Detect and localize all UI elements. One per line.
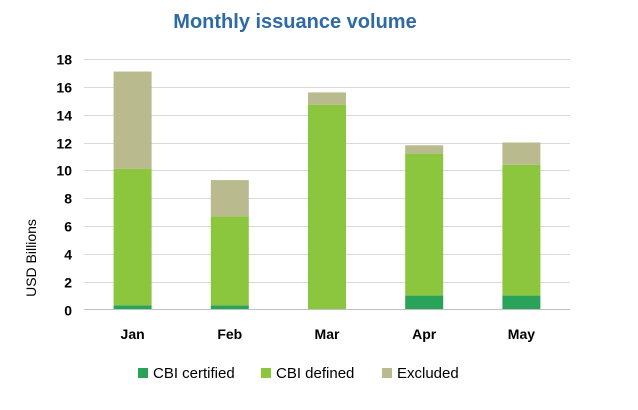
y-tick-label: 12: [56, 136, 72, 152]
y-tick-label: 10: [56, 163, 72, 179]
bar-segment-excluded: [308, 92, 346, 105]
legend-swatch: [382, 368, 392, 378]
y-tick-label: 6: [64, 219, 72, 235]
bar-segment-excluded: [502, 142, 541, 165]
y-tick-label: 4: [64, 247, 72, 263]
x-tick-label: Mar: [315, 326, 340, 342]
y-axis-ticks: 0 2 4 6 8 10 12 14 16 18: [56, 52, 72, 319]
bar-segment-cbi-certified: [210, 305, 249, 310]
bar-segment-excluded: [210, 180, 249, 217]
x-tick-label: Jan: [121, 326, 145, 342]
bar-segment-cbi-certified: [113, 305, 152, 310]
legend-label: CBI defined: [276, 365, 354, 382]
bar-segment-cbi-defined: [113, 168, 152, 306]
y-axis-label: USD Billions: [23, 219, 39, 297]
bar-segment-cbi-certified: [405, 295, 444, 310]
legend-swatch: [261, 368, 271, 378]
chart-title: Monthly issuance volume: [173, 11, 416, 33]
y-tick-label: 8: [64, 191, 72, 207]
legend-swatch: [138, 368, 148, 378]
x-tick-label: Feb: [217, 326, 242, 342]
legend-label: Excluded: [397, 365, 459, 382]
bar-segment-cbi-defined: [308, 104, 346, 310]
y-tick-label: 16: [56, 80, 72, 96]
bar-segment-cbi-defined: [502, 164, 541, 296]
y-tick-label: 0: [64, 303, 72, 319]
y-tick-label: 2: [64, 275, 72, 291]
legend: CBI certified CBI defined Excluded: [138, 365, 459, 382]
bars: [113, 71, 541, 310]
legend-label: CBI certified: [153, 365, 235, 382]
bar-segment-cbi-defined: [210, 216, 249, 306]
bar-segment-excluded: [405, 145, 444, 154]
x-tick-label: Apr: [412, 326, 437, 342]
x-axis-ticks: Jan Feb Mar Apr May: [121, 326, 536, 342]
y-tick-label: 18: [56, 52, 72, 68]
bar-segment-cbi-certified: [502, 295, 541, 310]
x-tick-label: May: [508, 326, 535, 342]
bar-segment-cbi-defined: [405, 153, 444, 296]
y-tick-label: 14: [56, 108, 72, 124]
bar-segment-excluded: [113, 71, 152, 169]
